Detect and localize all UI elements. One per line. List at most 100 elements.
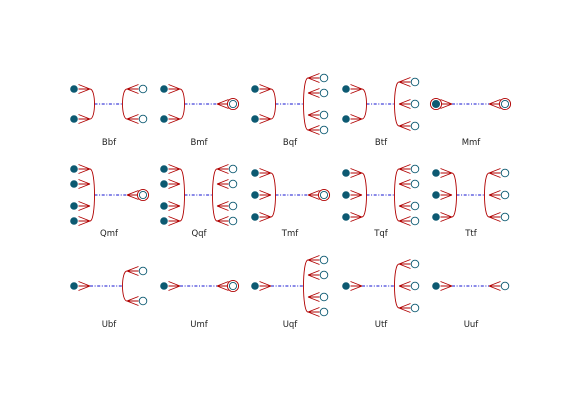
crows-foot — [440, 168, 453, 178]
crows-foot — [78, 201, 91, 211]
crows-foot — [259, 84, 272, 94]
filled-node — [342, 191, 350, 199]
panel-bbf: Bbf — [70, 84, 148, 148]
filled-node — [342, 115, 350, 123]
filled-node — [342, 169, 350, 177]
fork-brace — [270, 172, 276, 218]
crows-foot — [168, 216, 181, 226]
panel-qqf: Qqf — [160, 164, 238, 239]
open-node — [138, 296, 148, 306]
crows-foot — [350, 84, 363, 94]
crows-foot — [216, 99, 229, 109]
crows-foot — [78, 114, 91, 124]
crows-foot — [398, 121, 411, 131]
filled-node — [70, 165, 78, 173]
fork-brace — [179, 168, 185, 222]
panel-bqf: Bqf — [251, 73, 329, 148]
crows-foot — [440, 212, 453, 222]
crows-foot — [488, 212, 501, 222]
panel-label: Ttf — [464, 229, 478, 239]
open-node — [410, 179, 420, 189]
filled-node — [160, 85, 168, 93]
crows-foot — [168, 164, 181, 174]
crows-foot — [168, 201, 181, 211]
crows-foot — [488, 99, 501, 109]
crows-foot — [307, 73, 320, 83]
open-node — [228, 164, 238, 174]
crows-foot — [307, 255, 320, 265]
panel-tmf: Tmf — [251, 168, 331, 239]
panel-label: Btf — [375, 138, 388, 148]
crows-foot — [398, 259, 411, 269]
crows-foot — [168, 114, 181, 124]
fork-brace — [394, 263, 400, 309]
fork-brace — [212, 168, 218, 222]
panel-label: Bbf — [102, 138, 117, 148]
open-node — [138, 266, 148, 276]
crows-foot — [398, 201, 411, 211]
double-filled-node — [431, 99, 441, 109]
open-node — [319, 73, 329, 83]
filled-node — [342, 85, 350, 93]
panel-label: Mmf — [462, 138, 482, 148]
filled-node — [160, 180, 168, 188]
fork-brace — [361, 172, 367, 218]
filled-node — [251, 191, 259, 199]
filled-node — [160, 282, 168, 290]
open-node — [410, 281, 420, 291]
crows-foot — [307, 110, 320, 120]
crows-foot — [168, 84, 181, 94]
panel-bmf: Bmf — [160, 84, 240, 148]
open-node — [410, 121, 420, 131]
crows-foot — [78, 164, 91, 174]
crows-foot — [216, 164, 229, 174]
crows-foot — [168, 281, 181, 291]
fork-brace — [89, 168, 95, 222]
filled-node — [70, 85, 78, 93]
filled-node — [342, 282, 350, 290]
crows-foot — [216, 281, 229, 291]
crows-foot — [440, 281, 453, 291]
double-open-node — [319, 190, 329, 200]
crows-foot — [350, 168, 363, 178]
fork-brace — [179, 88, 185, 120]
crows-foot — [350, 281, 363, 291]
open-node — [410, 303, 420, 313]
filled-node — [160, 202, 168, 210]
panel-label: Uqf — [283, 320, 299, 330]
crows-foot — [350, 114, 363, 124]
fork-brace — [303, 259, 309, 313]
crows-foot — [398, 99, 411, 109]
panel-label: Tmf — [281, 229, 299, 239]
crows-foot — [259, 168, 272, 178]
panel-utf: Utf — [342, 259, 420, 330]
filled-node — [432, 213, 440, 221]
crows-foot — [488, 168, 501, 178]
fork-brace — [89, 88, 95, 120]
crows-foot — [398, 164, 411, 174]
crows-foot — [126, 296, 139, 306]
open-node — [500, 281, 510, 291]
filled-node — [342, 213, 350, 221]
crows-foot — [307, 307, 320, 317]
crows-foot — [259, 281, 272, 291]
panel-ttf: Ttf — [432, 168, 510, 239]
panel-btf: Btf — [342, 77, 420, 148]
open-node — [319, 110, 329, 120]
panel-label: Bqf — [283, 138, 298, 148]
crows-foot — [78, 84, 91, 94]
panel-uuf: Uuf — [432, 281, 510, 330]
filled-node — [160, 165, 168, 173]
crows-foot — [216, 216, 229, 226]
fork-brace — [303, 77, 309, 131]
crows-foot — [398, 281, 411, 291]
fork-brace — [484, 172, 490, 218]
crows-foot — [78, 216, 91, 226]
open-node — [319, 292, 329, 302]
filled-node — [70, 217, 78, 225]
crows-foot — [259, 212, 272, 222]
crows-foot — [307, 292, 320, 302]
panel-label: Utf — [375, 320, 389, 330]
filled-node — [70, 115, 78, 123]
